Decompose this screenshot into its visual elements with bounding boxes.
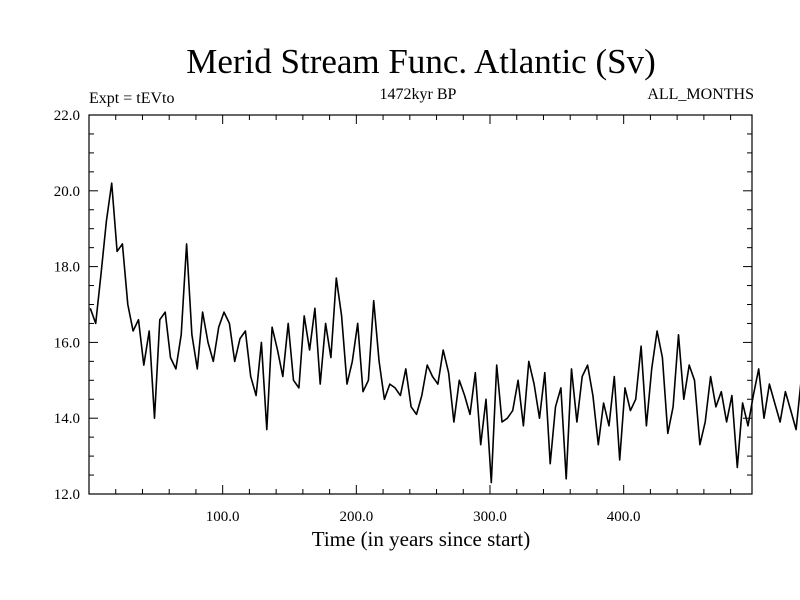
period-label: 1472kyr BP (380, 86, 457, 103)
y-tick-label: 18.0 (54, 260, 80, 276)
y-axis: 12.0 14.0 16.0 18.0 20.0 22.0 (54, 108, 752, 503)
chart-title: Merid Stream Func. Atlantic (Sv) (186, 42, 656, 81)
x-tick-label: 100.0 (206, 509, 240, 525)
x-tick-label: 200.0 (339, 509, 373, 525)
y-tick-label: 22.0 (54, 108, 80, 124)
x-axis-label: Time (in years since start) (312, 527, 531, 551)
x-tick-label: 300.0 (473, 509, 507, 525)
y-tick-label: 14.0 (54, 411, 80, 427)
y-tick-label: 16.0 (54, 335, 80, 351)
x-axis: 100.0 200.0 300.0 400.0 (115, 115, 732, 525)
plot-frame (88, 114, 753, 495)
series-line (89, 182, 800, 484)
x-tick-label: 400.0 (607, 509, 641, 525)
y-tick-label: 20.0 (54, 184, 80, 200)
experiment-label: Expt = tEVto (89, 90, 174, 107)
months-label: ALL_MONTHS (647, 86, 754, 103)
y-tick-label: 12.0 (54, 487, 80, 503)
